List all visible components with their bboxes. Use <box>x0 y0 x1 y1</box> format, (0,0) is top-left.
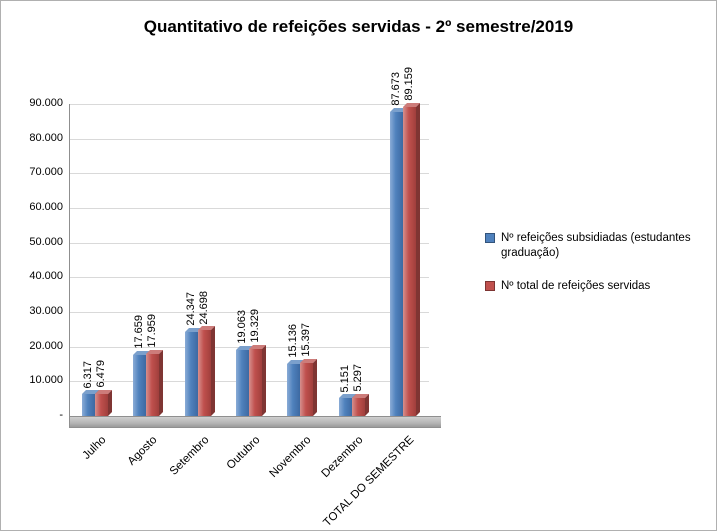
chart-title: Quantitativo de refeições servidas - 2º … <box>143 17 574 36</box>
bar-sidef <box>364 393 369 416</box>
y-axis-tick-label: 90.000 <box>29 97 63 109</box>
bar-sidef <box>107 389 112 416</box>
bar-face <box>300 362 314 416</box>
chart-floor <box>69 416 441 428</box>
bar-value-label: 24.347 <box>184 291 197 326</box>
bar-face <box>338 398 352 416</box>
bar-value-label: 15.136 <box>287 323 300 358</box>
x-axis-category-label: Setembro <box>167 434 212 478</box>
bar-face <box>197 330 211 416</box>
legend-swatch-blue <box>485 233 495 243</box>
bar-value-label: 15.397 <box>300 322 313 357</box>
bar-value-label: 89.159 <box>403 67 416 101</box>
bar-sidef <box>159 349 164 416</box>
gridline <box>69 277 429 279</box>
bar-series1-outubro <box>236 345 253 416</box>
gridline <box>69 173 429 175</box>
y-axis-tick-label: 30.000 <box>29 305 63 317</box>
bar-face <box>184 331 198 416</box>
bar-value-label: 19.063 <box>236 310 248 344</box>
bar-series2-total-do-semestre <box>403 102 421 416</box>
y-axis-tick-label: 50.000 <box>29 235 63 248</box>
x-axis-category-label: TOTAL DO SEMESTRE <box>321 434 417 530</box>
bar-series2-agosto <box>146 349 164 416</box>
bar-series1-total-do-semestre <box>390 108 408 416</box>
legend-label-total: Nº total de refeições servidas <box>501 279 651 292</box>
gridline <box>69 242 429 244</box>
legend-swatch-red <box>485 280 495 291</box>
gridline <box>69 312 429 313</box>
plot-area: 6.317 6.479 17.659 17.959 24.347 24.698 19.063… <box>69 67 429 416</box>
gridline <box>69 104 429 105</box>
legend-label-subsidiadas: Nº refeições subsidiadas (estudantes gra… <box>501 232 691 259</box>
bar-value-label: 5.297 <box>351 364 364 392</box>
bar-series2-novembro <box>300 358 318 416</box>
x-axis-category-label: Novembro <box>267 434 314 481</box>
bar-value-label: 6.317 <box>81 360 94 389</box>
x-axis-category-label: Julho <box>80 434 109 462</box>
bar-face <box>351 397 365 416</box>
bar-series2-outubro <box>249 345 266 416</box>
bar-series2-julho <box>94 389 112 416</box>
y-axis-tick-label: 70.000 <box>29 166 63 179</box>
bar-sidef <box>416 102 421 416</box>
bar-sidef <box>313 358 318 416</box>
bar-series2-setembro <box>197 326 215 416</box>
bar-face <box>390 112 404 416</box>
x-axis-category-label: Outubro <box>224 434 263 472</box>
bar-series1-julho <box>81 390 99 416</box>
x-axis-category-label: Dezembro <box>319 434 366 481</box>
bar-series1-agosto <box>133 350 151 416</box>
bar-value-label: 19.329 <box>249 309 261 343</box>
y-axis-tick-label: - <box>59 409 63 421</box>
y-axis-tick-label: 60.000 <box>29 201 63 213</box>
bar-face <box>81 394 95 416</box>
y-axis-tick-label: 40.000 <box>29 270 63 283</box>
bar-face <box>133 354 147 416</box>
bar-value-label: 24.698 <box>197 290 210 325</box>
bar-value-label: 5.151 <box>338 364 351 393</box>
bar-sidef <box>262 345 266 416</box>
bar-series1-dezembro <box>338 394 356 416</box>
bar-series2-dezembro <box>351 393 369 416</box>
x-axis-category-label: Agosto <box>125 434 160 468</box>
bar-series1-novembro <box>287 359 305 416</box>
bar-sidef <box>210 326 215 416</box>
bar-face <box>146 353 160 416</box>
bar-value-label: 17.659 <box>133 315 146 349</box>
bar-face <box>249 349 262 416</box>
bar-value-label: 6.479 <box>94 360 107 388</box>
legend: Nº refeições subsidiadas (estudantes gra… <box>485 231 713 312</box>
bar-series1-setembro <box>184 327 202 416</box>
y-axis-tick-label: 10.000 <box>29 374 63 387</box>
bar-value-label: 17.959 <box>146 314 159 348</box>
y-axis-tick-label: 20.000 <box>29 339 63 352</box>
y-axis-line <box>69 104 70 428</box>
bar-value-label: 87.673 <box>390 72 403 107</box>
gridline <box>69 208 429 209</box>
bar-face <box>94 393 108 416</box>
gridline <box>69 138 429 140</box>
y-axis-tick-label: 80.000 <box>29 131 63 144</box>
legend-entry-subsidiadas: Nº refeições subsidiadas (estudantes gra… <box>485 231 713 261</box>
bar-face <box>403 106 417 416</box>
legend-entry-total: Nº total de refeições servidas <box>485 279 713 294</box>
bar-face <box>287 363 301 416</box>
bar-face <box>236 349 249 416</box>
